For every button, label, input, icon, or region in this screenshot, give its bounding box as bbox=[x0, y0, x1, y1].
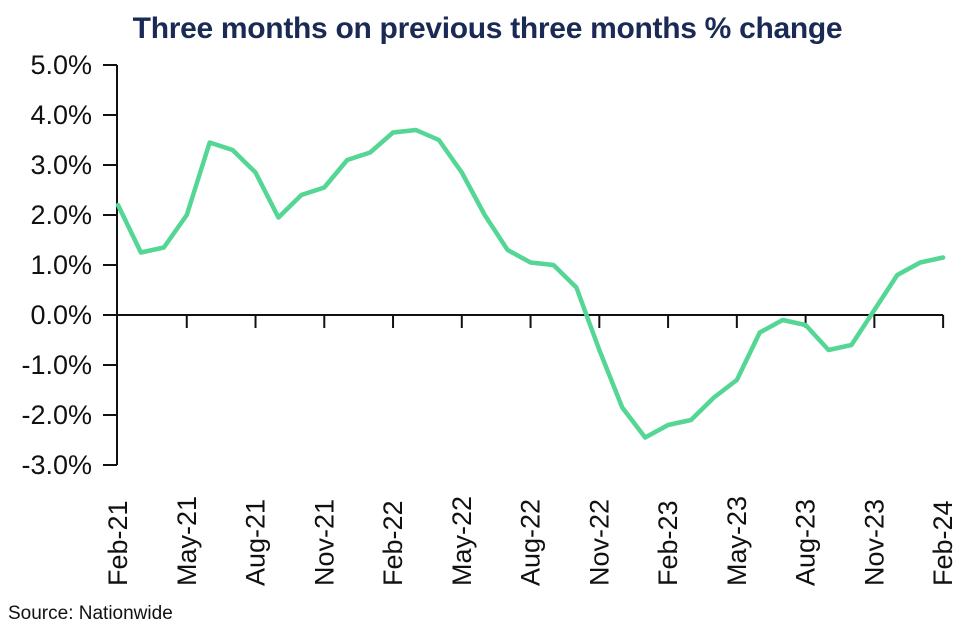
x-tick-label: May-22 bbox=[447, 496, 477, 586]
x-tick-label: Feb-21 bbox=[103, 500, 133, 586]
y-tick-label: -3.0% bbox=[21, 450, 92, 480]
y-tick-label: -1.0% bbox=[21, 350, 92, 380]
chart-title: Three months on previous three months % … bbox=[132, 12, 843, 45]
y-tick-label: 3.0% bbox=[30, 150, 92, 180]
y-tick-label: 5.0% bbox=[30, 50, 92, 80]
series-line bbox=[115, 127, 946, 440]
x-tick-label: Aug-23 bbox=[791, 499, 821, 586]
x-tick-label: Aug-21 bbox=[241, 499, 271, 586]
x-tick-label: Aug-22 bbox=[516, 499, 546, 586]
source-note: Source: Nationwide bbox=[8, 603, 173, 624]
x-tick-label: May-23 bbox=[722, 496, 752, 586]
y-tick-label: 2.0% bbox=[30, 200, 92, 230]
x-tick-label: Nov-21 bbox=[309, 499, 339, 586]
x-tick-label: Nov-22 bbox=[584, 499, 614, 586]
y-tick-label: 1.0% bbox=[30, 250, 92, 280]
y-tick-label: 0.0% bbox=[30, 300, 92, 330]
y-tick-label: -2.0% bbox=[21, 400, 92, 430]
x-tick-label: Feb-23 bbox=[653, 500, 683, 586]
x-tick-label: Nov-23 bbox=[859, 499, 889, 586]
x-tick-label: Feb-22 bbox=[378, 500, 408, 586]
y-tick-label: 4.0% bbox=[30, 100, 92, 130]
x-tick-label: Feb-24 bbox=[928, 500, 958, 586]
x-tick-label: May-21 bbox=[172, 496, 202, 586]
